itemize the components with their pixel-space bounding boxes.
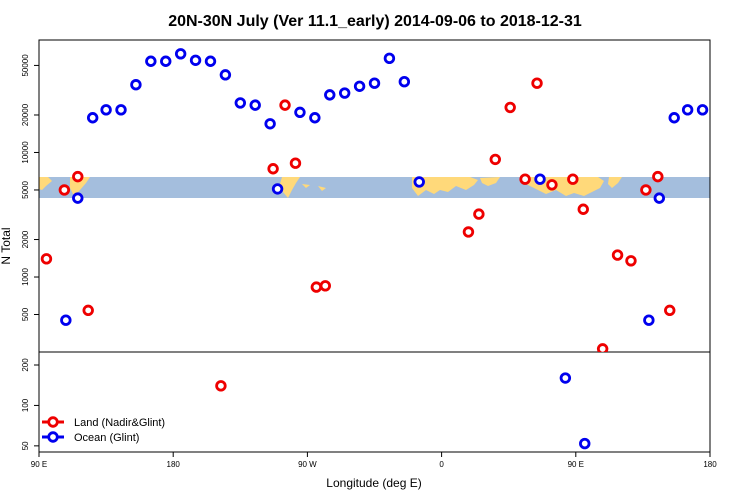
land-point xyxy=(58,184,71,196)
lower-panel-frame xyxy=(38,351,711,453)
land-point xyxy=(310,281,323,293)
ocean-point xyxy=(383,52,396,65)
ocean-point xyxy=(130,79,142,91)
y-tick-label: 5000 xyxy=(21,181,30,199)
land-point xyxy=(664,304,676,317)
ocean-point xyxy=(219,69,232,81)
y-tick-label: 2000 xyxy=(21,230,30,248)
y-tick-label: 50000 xyxy=(21,54,30,77)
land-point xyxy=(504,101,516,114)
ocean-point xyxy=(100,104,112,116)
land-point xyxy=(279,99,291,111)
ocean-point xyxy=(294,106,306,119)
ocean-point xyxy=(264,118,276,130)
y-tick-label: 200 xyxy=(21,358,30,372)
land-point xyxy=(611,249,624,261)
x-tick-label: 90 E xyxy=(568,460,584,469)
land-point xyxy=(625,255,637,267)
ocean-point xyxy=(189,54,202,66)
ocean-point xyxy=(271,183,284,195)
world-map-strip xyxy=(39,177,710,198)
ocean-point xyxy=(643,314,655,326)
y-tick-label: 50 xyxy=(21,441,30,450)
land-point xyxy=(489,153,501,166)
land-point xyxy=(652,170,664,183)
land-point xyxy=(567,173,579,185)
chart-title: 20N-30N July (Ver 11.1_early) 2014-09-06… xyxy=(168,13,582,30)
land-point xyxy=(546,179,558,191)
ocean-point xyxy=(338,87,351,99)
x-tick-label: 0 xyxy=(439,460,444,469)
y-axis-upper: 500 1000 2000 5000 10000 20000 50000 xyxy=(21,54,39,321)
land-point xyxy=(531,77,543,89)
y-tick-label: 1000 xyxy=(21,268,30,286)
ocean-point xyxy=(398,76,411,88)
y-tick-label: 10000 xyxy=(21,141,30,164)
map-land xyxy=(39,177,622,198)
land-point xyxy=(40,253,53,265)
ocean-point xyxy=(353,80,366,92)
land-point xyxy=(519,173,531,185)
legend-ocean-label: Ocean (Glint) xyxy=(74,432,139,444)
x-axis: 90 E 180 90 W 0 90 E 180 xyxy=(31,452,717,469)
x-tick-label: 180 xyxy=(703,460,717,469)
ocean-point xyxy=(60,314,72,326)
ocean-point xyxy=(174,48,187,60)
ocean-point xyxy=(72,192,84,204)
land-point xyxy=(72,170,84,183)
legend-ocean-marker xyxy=(47,431,59,443)
legend-land-marker xyxy=(47,416,59,428)
ocean-point xyxy=(413,176,425,188)
y-axis-lower: 50 100 200 xyxy=(21,358,39,450)
legend-land-label: Land (Nadir&Glint) xyxy=(74,417,165,429)
ocean-point xyxy=(713,80,722,89)
land-point xyxy=(596,343,609,352)
ocean-point xyxy=(86,112,99,124)
ocean-point xyxy=(115,104,127,116)
land-point xyxy=(577,203,589,215)
x-tick-label: 90 W xyxy=(298,460,317,469)
ocean-point xyxy=(579,437,591,450)
x-tick-label: 180 xyxy=(167,460,181,469)
land-point xyxy=(473,208,485,220)
ocean-point xyxy=(743,57,750,66)
ocean-point xyxy=(681,104,694,116)
x-axis-label: Longitude (deg E) xyxy=(326,476,421,490)
x-tick-label: 90 E xyxy=(31,460,47,469)
ocean-point xyxy=(668,112,680,124)
ocean-point xyxy=(324,89,336,101)
land-point xyxy=(82,304,94,317)
ocean-point xyxy=(534,173,546,185)
upper-panel-points xyxy=(40,48,750,352)
lower-panel-points xyxy=(215,372,591,450)
ocean-point xyxy=(249,99,261,111)
land-point xyxy=(640,184,652,196)
ocean-point xyxy=(234,97,247,109)
ocean-point xyxy=(160,55,172,67)
y-tick-label: 20000 xyxy=(21,103,30,126)
ocean-point xyxy=(309,112,321,124)
land-point xyxy=(289,157,302,169)
ocean-point xyxy=(368,77,381,89)
ocean-point xyxy=(696,104,709,116)
ocean-point xyxy=(145,55,157,67)
land-point xyxy=(215,380,227,392)
land-point xyxy=(319,280,331,292)
y-tick-label: 500 xyxy=(21,307,30,321)
y-tick-label: 100 xyxy=(21,398,30,412)
ocean-point xyxy=(653,192,666,204)
ocean-point xyxy=(559,372,572,384)
ocean-point xyxy=(204,55,217,67)
legend: Land (Nadir&Glint) Ocean (Glint) xyxy=(42,416,165,444)
land-point xyxy=(267,163,279,175)
y-axis-label: N Total xyxy=(0,227,13,264)
ocean-point xyxy=(728,57,737,66)
land-point xyxy=(462,226,475,238)
